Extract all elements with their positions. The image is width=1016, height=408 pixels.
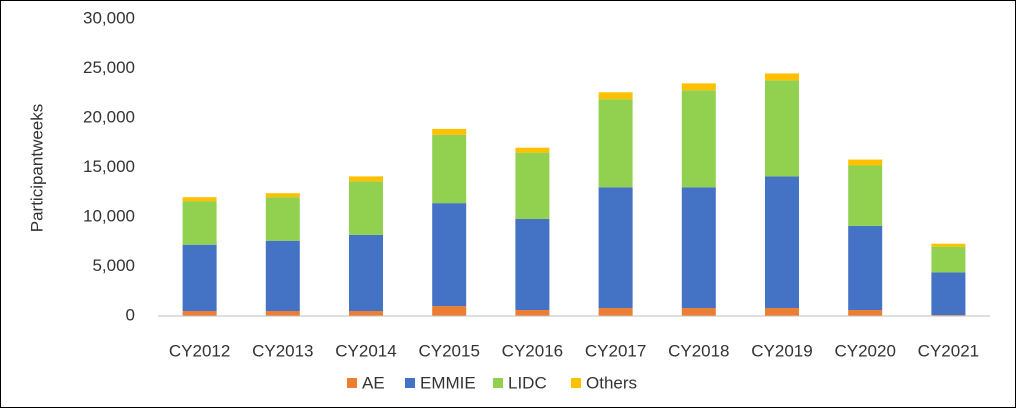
- y-tick-label: 25,000: [83, 58, 135, 77]
- bar-segment: [681, 308, 716, 316]
- y-tick-label: 10,000: [83, 206, 135, 225]
- bar-segment: [848, 159, 883, 166]
- x-tick-label: CY2013: [252, 341, 313, 360]
- bar-segment: [598, 99, 633, 188]
- bar-segment: [182, 244, 217, 312]
- y-tick-label: 5,000: [92, 256, 135, 275]
- bar-segment: [515, 152, 550, 219]
- bar-segment: [931, 243, 966, 247]
- bar-segment: [681, 187, 716, 309]
- x-tick-label: CY2020: [834, 341, 895, 360]
- y-axis-label: Participantweeks: [27, 104, 46, 233]
- bar-segment: [182, 201, 217, 245]
- bar-segment: [182, 311, 217, 316]
- bar-segment: [265, 197, 300, 241]
- bar-segment: [515, 310, 550, 316]
- bar-segment: [765, 176, 799, 309]
- bar-segment: [765, 308, 799, 316]
- x-tick-label: CY2012: [169, 341, 230, 360]
- bar-segment: [432, 306, 467, 316]
- bar-segment: [765, 80, 799, 177]
- bar-segment: [931, 272, 966, 316]
- x-tick-label: CY2018: [668, 341, 729, 360]
- legend-swatch: [347, 378, 357, 388]
- x-tick-label: CY2015: [418, 341, 479, 360]
- y-tick-label: 15,000: [83, 157, 135, 176]
- bar-segment: [848, 310, 883, 316]
- bar-segment: [432, 128, 467, 135]
- bar-segment: [598, 187, 633, 309]
- bar-segment: [349, 234, 383, 312]
- x-tick-label: CY2014: [335, 341, 396, 360]
- legend-label: Others: [586, 373, 637, 392]
- bar-segment: [598, 92, 633, 100]
- bar-segment: [182, 197, 217, 202]
- bar-segment: [432, 134, 467, 204]
- bar-segment: [265, 193, 300, 198]
- bar-segment: [349, 181, 383, 235]
- bar-segment: [349, 311, 383, 316]
- bar-segment: [265, 311, 300, 316]
- bar-segment: [848, 165, 883, 226]
- x-tick-label: CY2019: [751, 341, 812, 360]
- y-tick-label: 20,000: [83, 107, 135, 126]
- legend-swatch: [405, 378, 415, 388]
- bar-segment: [515, 147, 550, 153]
- bar-segment: [931, 246, 966, 273]
- bar-segment: [848, 225, 883, 311]
- x-tick-label: CY2021: [918, 341, 979, 360]
- bar-segment: [515, 218, 550, 311]
- bar-segment: [598, 308, 633, 316]
- legend-label: EMMIE: [420, 373, 476, 392]
- bar-segment: [265, 240, 300, 312]
- bar-segment: [765, 73, 799, 81]
- bar-segment: [681, 90, 716, 188]
- legend-label: LIDC: [508, 373, 547, 392]
- legend-label: AE: [362, 373, 385, 392]
- x-tick-label: CY2017: [585, 341, 646, 360]
- bar-segment: [681, 83, 716, 91]
- x-tick-label: CY2016: [502, 341, 563, 360]
- y-tick-label: 0: [126, 305, 135, 324]
- y-tick-label: 30,000: [83, 8, 135, 27]
- legend-swatch: [571, 378, 581, 388]
- bar-segment: [349, 176, 383, 182]
- bar-segment: [432, 203, 467, 307]
- legend-swatch: [493, 378, 503, 388]
